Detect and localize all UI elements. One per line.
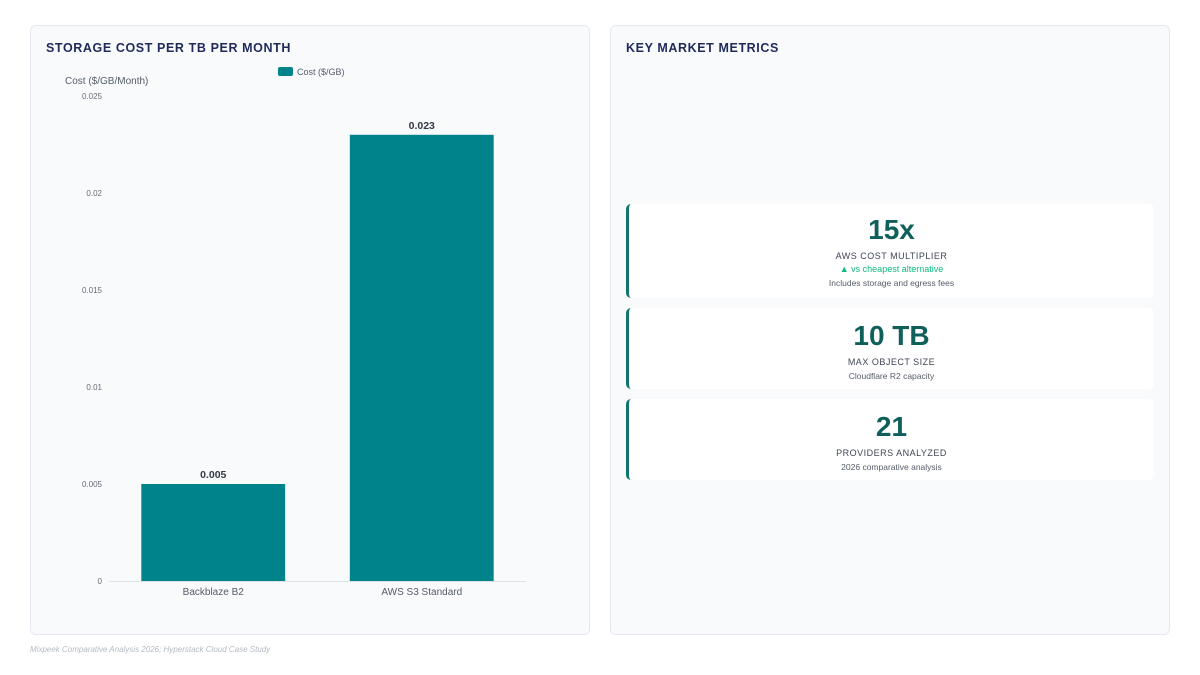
x-tick-label: AWS S3 Standard bbox=[381, 587, 462, 598]
legend-label: Cost ($/GB) bbox=[297, 67, 345, 77]
bar bbox=[349, 134, 494, 582]
metric-value: 15x bbox=[868, 214, 915, 245]
metric-card-providers-analyzed: 21 PROVIDERS ANALYZED 2026 comparative a… bbox=[626, 399, 1154, 480]
metric-note: Cloudflare R2 capacity bbox=[848, 371, 935, 381]
chart-panel: STORAGE COST PER TB PER MONTH Cost ($/GB… bbox=[30, 25, 590, 635]
bar-chart: Cost ($/GB/Month) Cost ($/GB) 0 0.005 0.01 0.… bbox=[65, 67, 526, 598]
metrics-panel: KEY MARKET METRICS 15x AWS COST MULTIPLI… bbox=[610, 25, 1170, 635]
metric-card-max-object-size: 10 TB MAX OBJECT SIZE Cloudflare R2 capa… bbox=[626, 308, 1154, 389]
metric-note: Includes storage and egress fees bbox=[828, 278, 955, 288]
metric-card-aws-multiplier: 15x AWS COST MULTIPLIER ▲ vs cheapest al… bbox=[626, 204, 1154, 298]
y-axis-title: Cost ($/GB/Month) bbox=[65, 76, 148, 87]
y-tick-label: 0.005 bbox=[82, 480, 103, 489]
legend-swatch bbox=[278, 67, 293, 76]
chart-title: STORAGE COST PER TB PER MONTH bbox=[46, 41, 291, 55]
footer-source: Mixpeek Comparative Analysis 2026; Hyper… bbox=[30, 645, 271, 654]
metrics-title: KEY MARKET METRICS bbox=[626, 41, 779, 55]
metric-label: AWS COST MULTIPLIER bbox=[835, 251, 948, 261]
metric-value: 10 TB bbox=[853, 320, 930, 351]
metric-value: 21 bbox=[875, 411, 908, 442]
y-tick-label: 0.025 bbox=[82, 92, 103, 101]
x-tick-label: Backblaze B2 bbox=[183, 587, 245, 598]
metric-label: MAX OBJECT SIZE bbox=[847, 357, 936, 367]
y-tick-label: 0 bbox=[98, 577, 103, 586]
y-tick-label: 0.01 bbox=[86, 383, 102, 392]
y-tick-label: 0.02 bbox=[86, 189, 102, 198]
metric-trend: ▲ vs cheapest alternative bbox=[839, 264, 944, 274]
bar bbox=[141, 484, 286, 581]
metric-label: PROVIDERS ANALYZED bbox=[836, 448, 947, 458]
metric-note: 2026 comparative analysis bbox=[841, 462, 942, 472]
bar-value-label: 0.005 bbox=[200, 469, 226, 481]
y-tick-label: 0.015 bbox=[82, 286, 103, 295]
bar-value-label: 0.023 bbox=[409, 120, 435, 132]
